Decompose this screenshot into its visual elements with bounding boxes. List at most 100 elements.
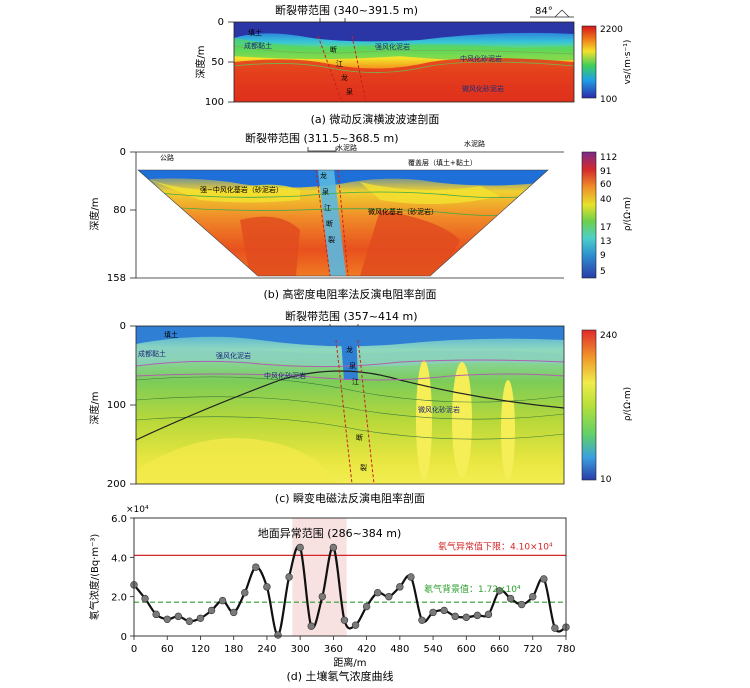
panel-c-resistivity-section [136, 326, 564, 484]
panel-c-fault-label: 断裂带范围 (357~414 m) [285, 309, 418, 323]
data-point [340, 616, 349, 624]
panel-c-fault-char-3: 江 [352, 378, 359, 386]
panel-a-note-strong-weathered: 强风化泥岩 [375, 42, 410, 51]
x-tick-label: 480 [390, 644, 409, 655]
panel-d-caption: (d) 土壤氡气浓度曲线 [286, 669, 393, 683]
panel-b-colorbar-tick: 112 [600, 153, 617, 163]
panel-a-fault-char-2: 江 [336, 60, 343, 68]
x-tick-label: 240 [257, 644, 276, 655]
panel-c-note-slight-weathered: 微风化砂泥岩 [418, 405, 460, 414]
data-point [241, 589, 249, 597]
panel-a-fault-char-3: 龙 [341, 73, 348, 82]
x-tick-label: 420 [357, 644, 376, 655]
panel-c-fault-char-1: 龙 [346, 345, 353, 354]
x-tick-label: 60 [161, 644, 174, 655]
panel-b-note-cement-road-2: 水泥路 [464, 139, 485, 148]
y-axis-label: 氡气浓度/(Bq·m⁻³) [88, 534, 101, 621]
x-tick-label: 0 [131, 644, 137, 655]
data-point [551, 624, 559, 632]
panel-b-fault-bracket [307, 147, 337, 152]
anomaly-range-label: 地面异常范围 (286~384 m) [258, 526, 402, 540]
panel-b-fault-char-3: 江 [324, 204, 331, 212]
panel-c-fault-char-5: 裂 [360, 463, 367, 472]
data-point [296, 543, 304, 552]
data-point [152, 610, 160, 619]
x-tick-label: 780 [556, 644, 575, 655]
data-point [185, 617, 194, 625]
data-point [318, 592, 327, 601]
x-tick-label: 300 [291, 644, 310, 655]
panel-b-colorbar: 112 91 60 40 17 13 9 5 ρ/(Ω·m) [581, 151, 633, 279]
panel-a-note-clay: 成都黏土 [244, 41, 272, 50]
data-point [540, 575, 548, 583]
panel-c-y-tick: 200 [107, 479, 126, 490]
panel-b-colorbar-tick: 13 [600, 237, 611, 247]
panel-a-fault-char-1: 断 [330, 45, 337, 54]
x-tick-label: 720 [523, 644, 542, 655]
panel-b-note-cement-road-1: 水泥路 [336, 143, 357, 152]
panel-b-fault-char-5: 裂 [328, 235, 335, 244]
data-point [418, 616, 426, 624]
data-point [329, 543, 338, 552]
panel-a-y-tick: 50 [211, 57, 224, 68]
data-point [517, 600, 526, 609]
panel-b-colorbar-tick: 60 [600, 180, 612, 190]
data-point [196, 614, 205, 622]
panel-d-plot-frame [133, 517, 567, 637]
panel-b-colorbar-tick: 91 [600, 167, 611, 177]
data-point [529, 592, 537, 601]
x-tick-label: 600 [457, 644, 476, 655]
panel-b-colorbar-tick: 40 [600, 195, 612, 205]
panel-b-note-road: 公路 [160, 153, 174, 162]
y-tick-label: 0 [121, 632, 127, 643]
threshold-label-anomaly: 氡气异常值下限：4.10×10⁴ [438, 540, 553, 552]
panel-c-note-clay: 成都黏土 [138, 349, 166, 358]
data-point [263, 583, 271, 591]
panel-a-y-tick: 0 [218, 17, 224, 28]
panel-b-caption: (b) 高密度电阻率法反演电阻率剖面 [263, 287, 436, 301]
panel-a-note-mid-weathered: 中风化砂泥岩 [460, 54, 502, 63]
data-point [440, 606, 448, 615]
panel-a-fault-bracket [319, 18, 346, 23]
panel-b-y-tick: 0 [120, 147, 126, 158]
panel-b-y-tick: 80 [113, 205, 126, 216]
data-point [229, 608, 238, 617]
y-tick-label: 4.0 [111, 553, 127, 564]
panel-b-note-slight: 微风化基岩（砂泥岩） [368, 207, 438, 216]
data-point [473, 611, 482, 620]
data-point [207, 606, 216, 615]
data-point [174, 612, 183, 621]
data-point [274, 631, 282, 639]
panel-c-note-fill: 填土 [164, 330, 178, 339]
data-point [373, 589, 382, 597]
panel-a-caption: (a) 微动反演横波波速剖面 [311, 112, 440, 126]
panel-b-fault-char-4: 断 [326, 219, 333, 228]
x-tick-label: 180 [224, 644, 243, 655]
panel-a-fault-label: 断裂带范围 (340~391.5 m) [275, 3, 418, 17]
panel-b-fault-char-1: 龙 [320, 171, 327, 180]
panel-a-fault-char-4: 泉 [346, 87, 353, 96]
panel-b-y-axis-label: 深度/m [88, 197, 101, 230]
data-point [141, 594, 149, 603]
panel-a-y-axis-label: 深度/m [194, 45, 207, 78]
data-point [429, 608, 437, 617]
data-point [506, 594, 515, 603]
data-point [385, 592, 393, 601]
panel-c-colorbar-tick: 240 [600, 331, 617, 341]
panel-b-colorbar-tick: 17 [600, 223, 611, 233]
panel-b-colorbar-label: ρ/(Ω·m) [623, 197, 633, 231]
panel-b-fault-char-2: 泉 [322, 187, 329, 196]
panel-c-note-mid-weathered: 中风化砂泥岩 [264, 371, 306, 380]
data-point [252, 563, 260, 571]
panel-a-angle-label: 84° [535, 6, 553, 17]
panel-a-y-tick: 100 [205, 97, 224, 108]
panel-a-colorbar-label: vs/(m·s⁻¹) [623, 40, 633, 85]
data-point [462, 613, 471, 622]
threshold-label-background: 氡气背景值：1.72×10⁴ [424, 583, 521, 595]
data-point [396, 583, 404, 591]
panel-c-fault-char-2: 泉 [349, 361, 356, 370]
panel-a-y-axis: 0 50 100 深度/m [194, 17, 234, 108]
panel-c: 断裂带范围 (357~414 m) 填土 成都黏土 强风化泥岩 中风化砂泥岩 微… [88, 309, 633, 505]
panel-c-y-axis: 0 100 200 深度/m [88, 321, 136, 490]
